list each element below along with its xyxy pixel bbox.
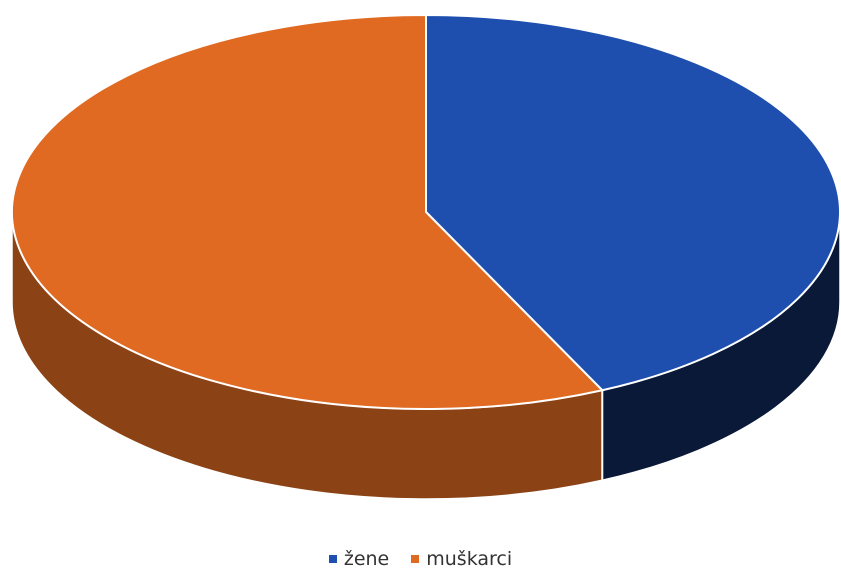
- legend-label-zene: žene: [343, 548, 390, 570]
- pie-slice-muskarci: [11, 13, 605, 410]
- legend-item-muskarci: muškarci: [411, 548, 512, 570]
- legend: žene muškarci: [0, 548, 841, 570]
- legend-swatch-muskarci: [411, 555, 420, 563]
- pie-chart: [11, 13, 841, 500]
- legend-swatch-zene: [328, 555, 337, 563]
- legend-label-muskarci: muškarci: [426, 548, 513, 570]
- pie-slice-zene: [425, 13, 841, 392]
- legend-item-zene: žene: [328, 548, 390, 570]
